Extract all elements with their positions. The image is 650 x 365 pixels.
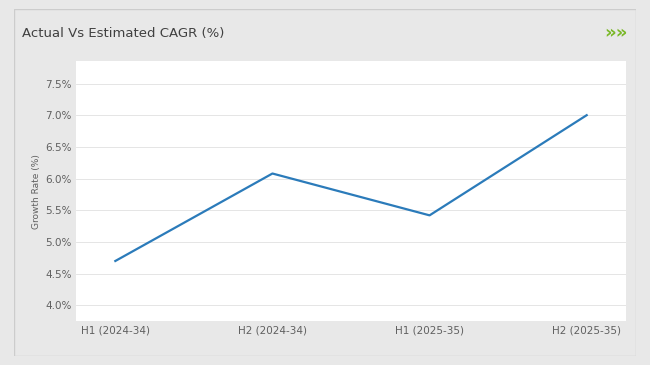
Text: »»: »»	[604, 24, 629, 42]
Y-axis label: Growth Rate (%): Growth Rate (%)	[32, 154, 41, 229]
Text: Actual Vs Estimated CAGR (%): Actual Vs Estimated CAGR (%)	[22, 27, 225, 40]
